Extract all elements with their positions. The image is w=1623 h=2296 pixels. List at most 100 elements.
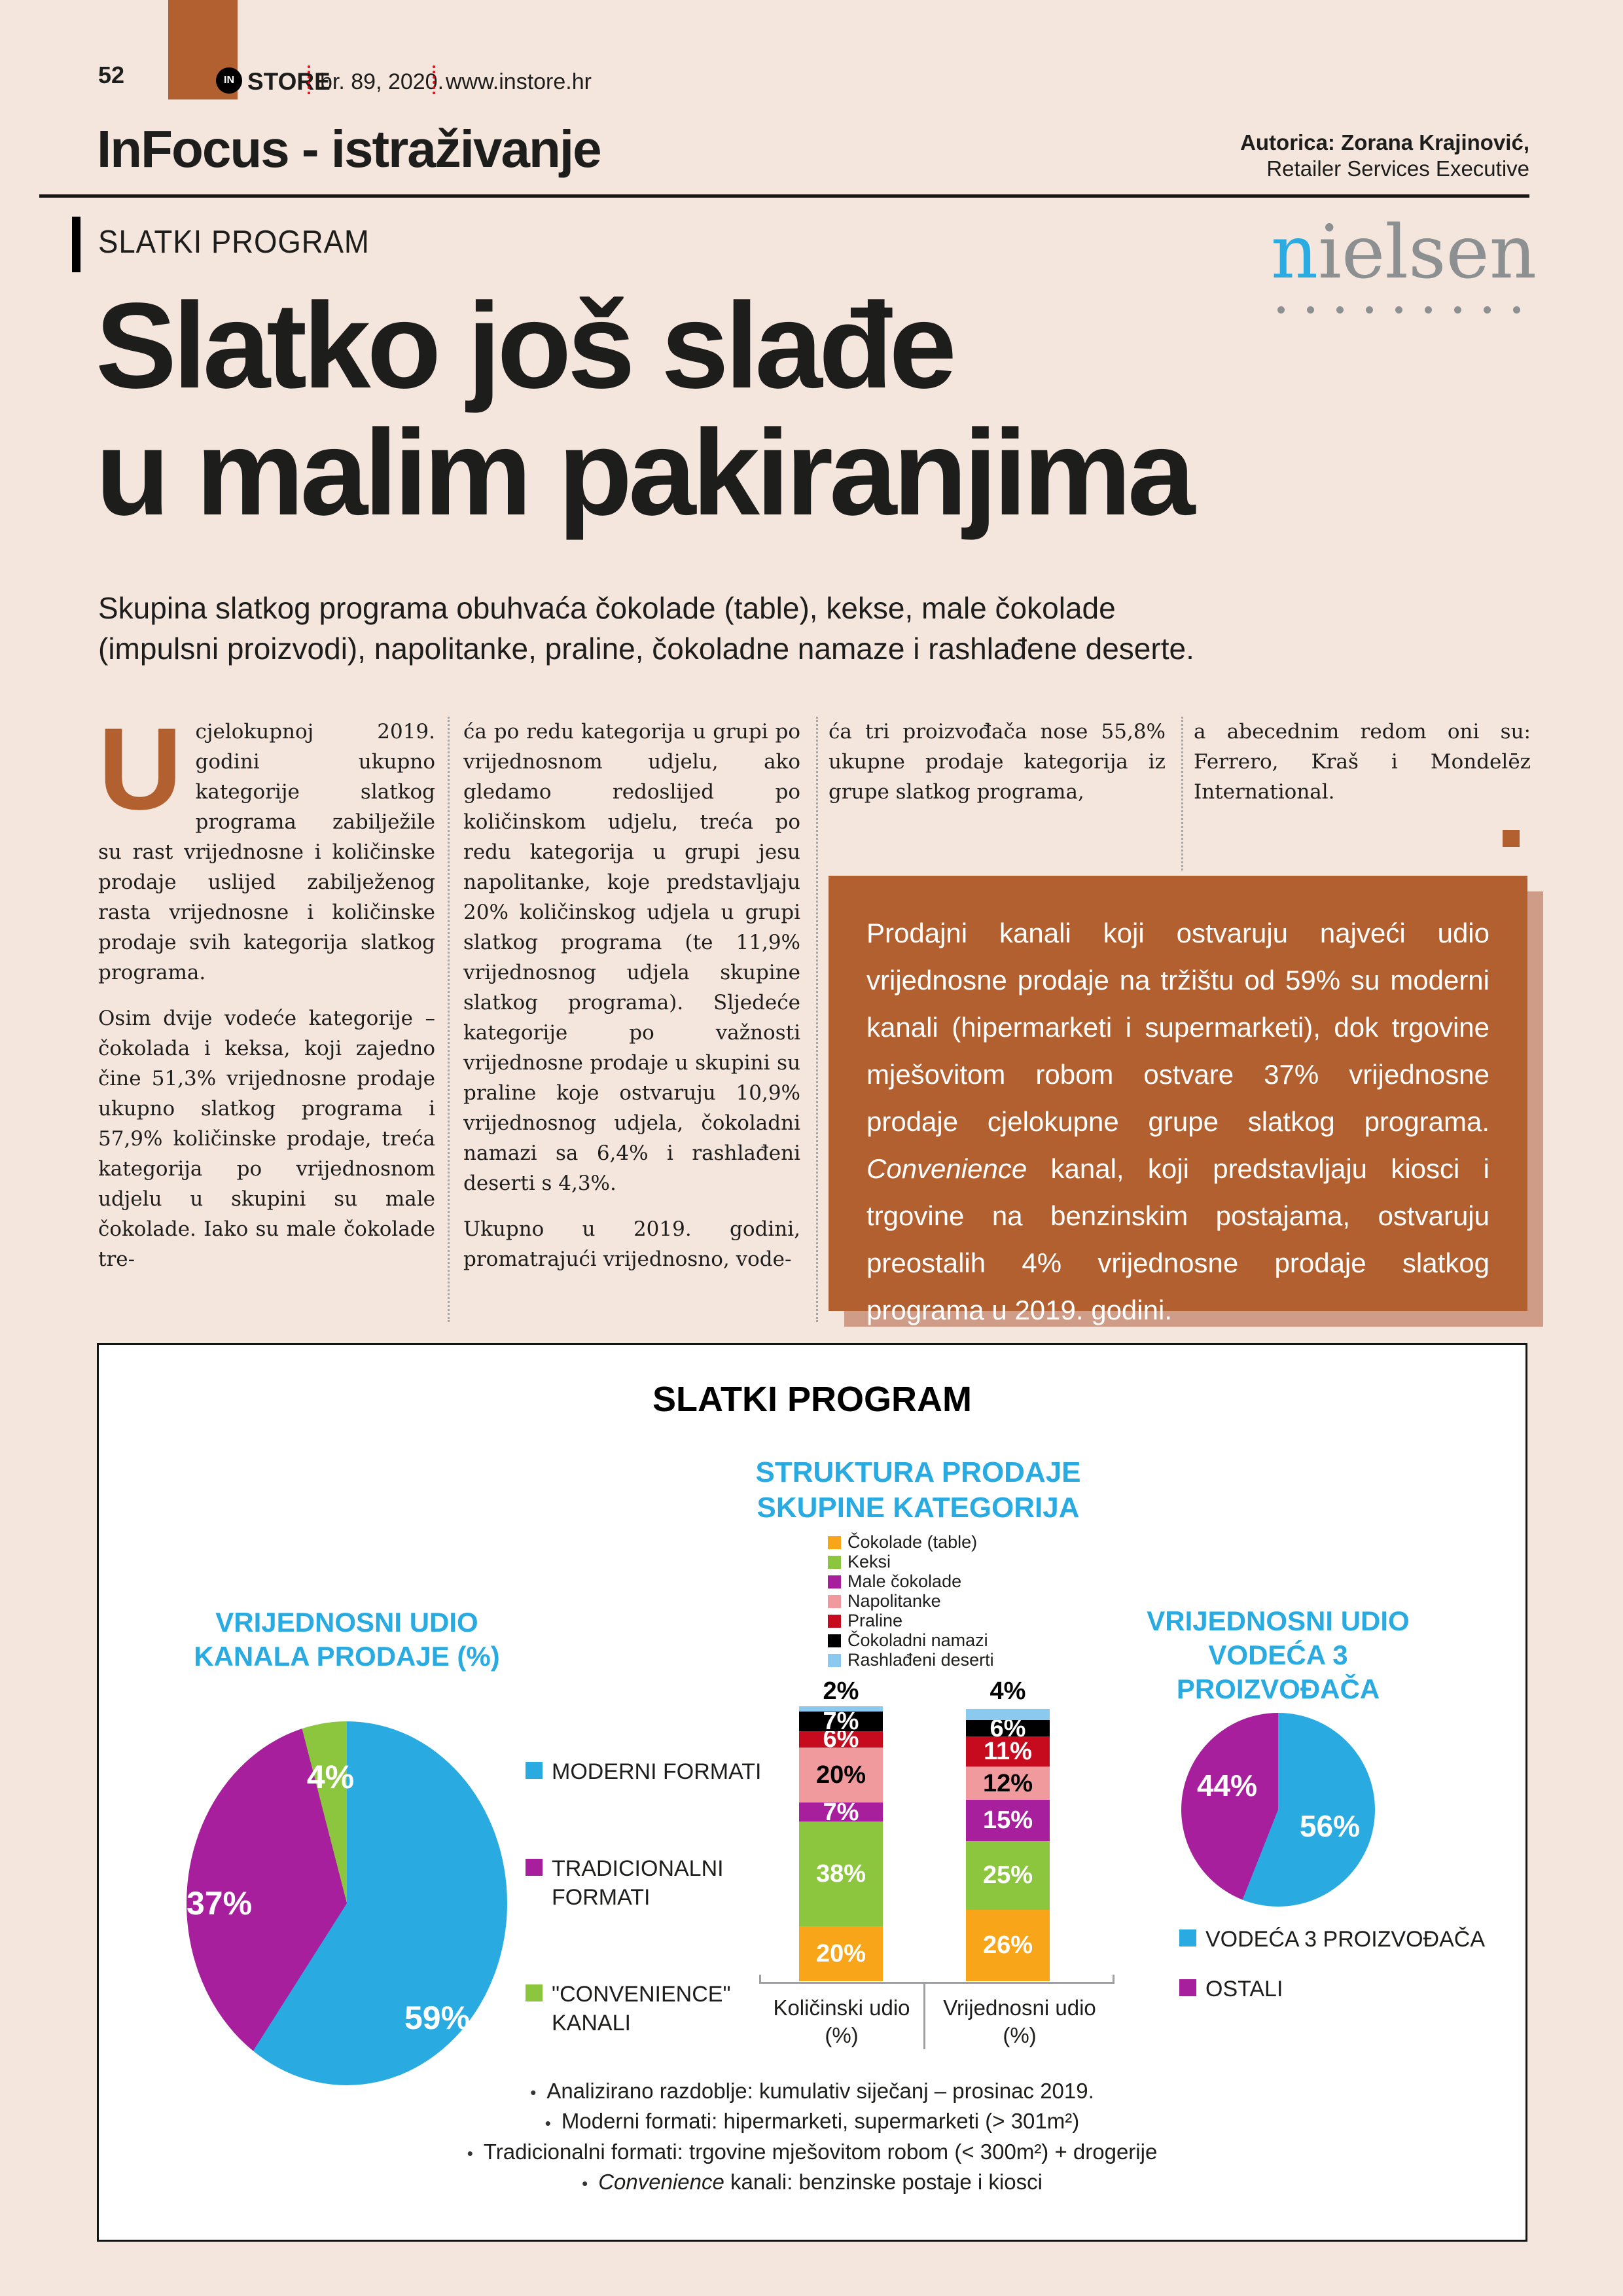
legend-label: TRADICIONALNI FORMATI xyxy=(552,1856,724,1910)
bar-segment-label: 7% xyxy=(823,1708,859,1736)
legend-item: TRADICIONALNI FORMATI xyxy=(526,1854,768,1912)
bar-top-label: 4% xyxy=(990,1677,1026,1705)
footnote: • Moderni formati: hipermarketi, supermar… xyxy=(99,2107,1525,2137)
page-number: 52 xyxy=(98,62,125,88)
stacked-chart-title: STRUKTURA PRODAJE SKUPINE KATEGORIJA xyxy=(755,1456,1081,1524)
bar-category-label: Količinski udio (%) xyxy=(773,1996,910,2047)
channels-pie-chart xyxy=(187,1721,507,2085)
bar-segment-label: 20% xyxy=(815,1761,866,1789)
subtitle: Skupina slatkog programa obuhvaća čokola… xyxy=(98,591,1194,666)
stacked-bar-kolicinski: 2% 20% 38% 7% 20% 6% 7% xyxy=(799,1677,883,1981)
left-pie-title: VRIJEDNOSNI UDIO KANALA PRODAJE (%) xyxy=(194,1607,500,1672)
bar-segment-label: 15% xyxy=(982,1806,1033,1835)
legend-swatch xyxy=(828,1634,841,1647)
legend-item: Male čokolade xyxy=(828,1573,994,1590)
highlight-part1: Prodajni kanali koji ostvaruju najveći u… xyxy=(866,918,1489,1137)
legend-item: OSTALI xyxy=(1179,1976,1520,2002)
highlight-box: Prodajni kanali koji ostvaruju najveći u… xyxy=(829,876,1527,1325)
axis-tick xyxy=(759,1975,761,1984)
nielsen-dots xyxy=(1277,306,1546,314)
bar-segment: 11% xyxy=(966,1736,1050,1767)
bar-segment: 12% xyxy=(966,1767,1050,1800)
author-role: Retailer Services Executive xyxy=(1266,156,1529,181)
legend-swatch xyxy=(828,1595,841,1608)
bar-segment-label: 12% xyxy=(982,1769,1033,1797)
footnote: • Analizirano razdoblje: kumulativ siječa… xyxy=(99,2077,1525,2107)
bar-segment-label: 25% xyxy=(982,1861,1033,1890)
footnote-text: Analizirano razdoblje: kumulativ siječan… xyxy=(546,2079,1094,2103)
stacked-bar-vrijednosni: 4% 26% 25% 15% 12% 11% 6% xyxy=(966,1677,1050,1981)
instore-logo-wordmark: STORE xyxy=(247,68,330,95)
footnote: • Tradicionalni formati: trgovine mješovi… xyxy=(99,2138,1525,2168)
bar-segment: 20% xyxy=(799,1926,883,1981)
highlight-text: Prodajni kanali koji ostvaruju najveći u… xyxy=(866,910,1489,1334)
header-divider xyxy=(308,65,310,94)
legend-swatch xyxy=(828,1536,841,1549)
legend-item: MODERNI FORMATI xyxy=(526,1757,768,1786)
legend-label: MODERNI FORMATI xyxy=(552,1759,762,1784)
chart-panel-title: SLATKI PROGRAM xyxy=(652,1380,972,1419)
legend-label: "CONVENIENCE" KANALI xyxy=(552,1982,731,2036)
legend-label: Napolitanke xyxy=(847,1591,941,1611)
bar-segment xyxy=(966,1709,1050,1721)
bar-segment: 7% xyxy=(799,1800,883,1825)
legend-swatch xyxy=(526,1859,543,1876)
instore-logo-icon: IN xyxy=(216,67,242,94)
channels-legend: MODERNI FORMATI TRADICIONALNI FORMATI "CON… xyxy=(526,1757,768,2037)
bullet-icon: • xyxy=(582,2174,588,2194)
body-column-4: a abecednim redom oni su: Ferrero, Kraš … xyxy=(1194,717,1531,823)
legend-swatch xyxy=(828,1615,841,1628)
legend-swatch xyxy=(1179,1929,1196,1946)
kicker-label: SLATKI PROGRAM xyxy=(98,224,370,260)
body-column-3: ća tri proizvođača nose 55,8% ukupne pro… xyxy=(829,717,1166,823)
axis-tick xyxy=(923,1984,925,2049)
bar-segment xyxy=(799,1706,883,1712)
paragraph: Ukupno u 2019. godini, promatrajući vrij… xyxy=(463,1217,800,1271)
legend-label: Keksi xyxy=(847,1552,891,1571)
paragraph: ća tri proizvođača nose 55,8% ukupne pro… xyxy=(829,720,1166,804)
manufacturers-legend: VODEĆA 3 PROIZVOĐAČA OSTALI xyxy=(1179,1926,1520,2002)
legend-swatch xyxy=(828,1654,841,1667)
bar-segment: 25% xyxy=(966,1840,1050,1910)
bar-segment: 20% xyxy=(799,1748,883,1803)
footnote: • Convenience kanali: benzinske postaje i… xyxy=(99,2168,1525,2198)
bar-segment-label: 38% xyxy=(815,1860,866,1888)
legend-item: "CONVENIENCE" KANALI xyxy=(526,1980,768,2037)
nielsen-logo: nielsen xyxy=(1271,216,1546,314)
paragraph: ća po redu kategorija u grupi po vrijedn… xyxy=(463,720,800,1195)
category-axis xyxy=(759,1975,1115,2049)
paragraph: a abecednim redom oni su: Ferrero, Kraš … xyxy=(1194,720,1531,804)
bar-segment-label: 11% xyxy=(984,1738,1032,1766)
author-block: Autorica: Zorana Krajinović, Retailer Se… xyxy=(1240,130,1529,182)
header-divider xyxy=(433,65,435,94)
legend-item: VODEĆA 3 PROIZVOĐAČA xyxy=(1179,1926,1520,1952)
bar-segment-label: 20% xyxy=(815,1940,866,1967)
bar-rect: 20% 38% 7% 20% 6% 7% xyxy=(799,1706,883,1981)
dropcap: U xyxy=(98,704,183,834)
axis-tick xyxy=(1113,1975,1115,1984)
bar-top-label: 2% xyxy=(823,1677,859,1705)
bullet-icon: • xyxy=(544,2113,551,2133)
bullet-icon: • xyxy=(530,2083,537,2103)
legend-item: Keksi xyxy=(828,1553,994,1571)
legend-label: OSTALI xyxy=(1205,1977,1283,2001)
legend-swatch xyxy=(526,1984,543,2001)
legend-swatch xyxy=(828,1575,841,1588)
paragraph-text: cjelokupnoj 2019. godini ukupno kategori… xyxy=(98,720,435,984)
legend-item: Napolitanke xyxy=(828,1592,994,1610)
horizontal-rule xyxy=(39,194,1529,198)
legend-label: Praline xyxy=(847,1611,903,1630)
end-of-article-marker xyxy=(1503,830,1520,847)
footnote-text: Tradicionalni formati: trgovine mješovit… xyxy=(483,2139,1158,2164)
legend-item: Čokolade (table) xyxy=(828,1534,994,1551)
category-legend: Čokolade (table) Keksi Male čokolade Napoli… xyxy=(828,1534,994,1669)
legend-label: VODEĆA 3 PROIZVOĐAČA xyxy=(1205,1927,1485,1952)
legend-swatch xyxy=(828,1556,841,1569)
column-divider xyxy=(816,717,818,1322)
pie-slice-label: 44% xyxy=(1196,1768,1258,1803)
instore-logo-in: IN xyxy=(224,75,234,86)
legend-label: Čokoladni namazi xyxy=(847,1630,988,1650)
legend-item: Rashlađeni deserti xyxy=(828,1651,994,1669)
